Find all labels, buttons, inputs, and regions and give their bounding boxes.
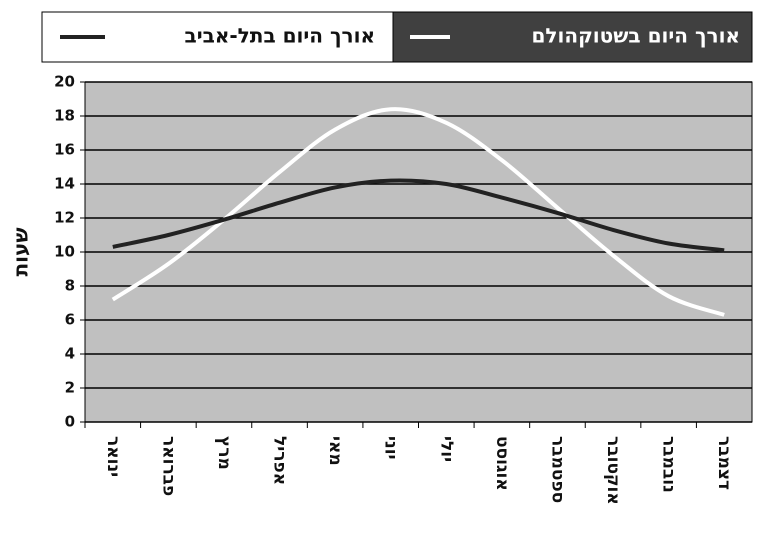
y-tick-label: 4 xyxy=(65,345,75,363)
data-line xyxy=(111,107,725,317)
x-tick-label: אוגוסט xyxy=(492,436,512,491)
x-tick-label: נובמבר xyxy=(659,436,679,493)
legend-label: אורך היום בתל-אביב xyxy=(185,24,375,48)
y-tick-label: 12 xyxy=(54,209,75,227)
legend-label: אורך היום בשטוקהולם xyxy=(531,24,740,48)
x-tick-label: יוני xyxy=(381,436,401,460)
x-tick-label: מאי xyxy=(325,436,345,466)
legend-box xyxy=(392,11,753,63)
y-axis-label: שעות xyxy=(9,227,33,276)
x-tick-label: פברואר xyxy=(158,436,178,496)
x-tick-label: אפריל xyxy=(270,436,290,485)
y-tick-label: 8 xyxy=(65,277,75,295)
x-tick-label: דצמבר xyxy=(714,436,734,490)
y-tick-label: 2 xyxy=(65,379,75,397)
y-tick-label: 6 xyxy=(65,311,75,329)
y-tick-label: 16 xyxy=(54,141,75,159)
y-tick-label: 0 xyxy=(65,413,75,431)
y-tick-label: 20 xyxy=(54,73,75,91)
y-tick-label: 14 xyxy=(54,175,75,193)
x-tick-label: אוקטובר xyxy=(603,436,623,505)
data-line xyxy=(112,178,725,253)
x-tick-label: מרץ xyxy=(214,436,234,470)
y-tick-label: 18 xyxy=(54,107,75,125)
x-tick-label: יולי xyxy=(436,436,456,462)
x-tick-label: ספטמבר xyxy=(547,436,567,503)
x-tick-label: ינואר xyxy=(103,436,123,477)
y-tick-label: 10 xyxy=(54,243,75,261)
